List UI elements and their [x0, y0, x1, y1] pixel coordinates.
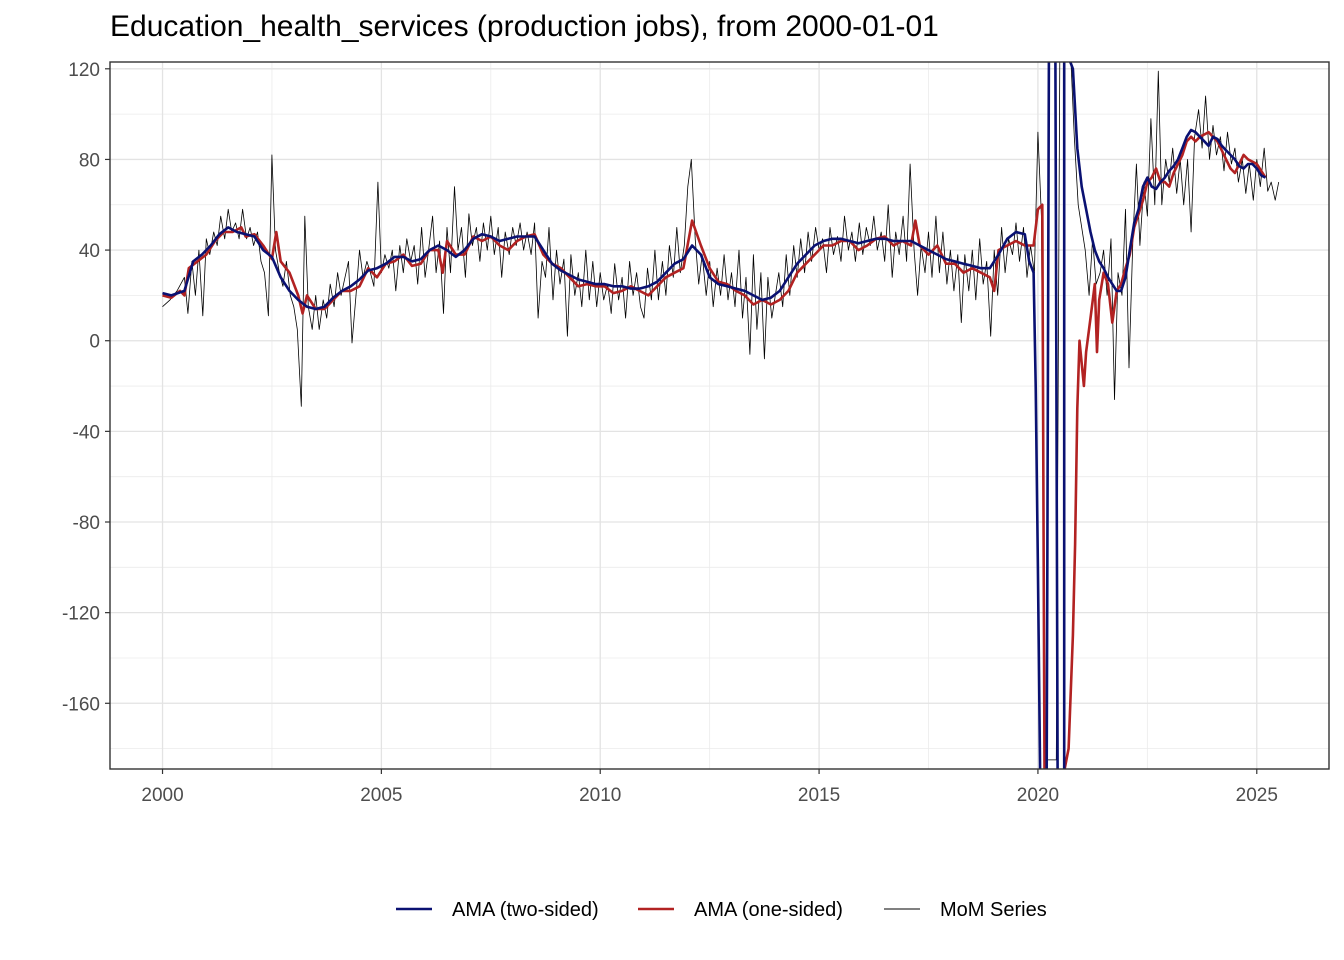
series-line-ama-two-sided	[162, 62, 1267, 769]
chart-title: Education_health_services (production jo…	[110, 10, 939, 43]
y-tick-label: 120	[68, 60, 100, 81]
plot-border	[109, 61, 1330, 770]
x-tick-label: 2020	[1017, 785, 1059, 806]
y-tick-label: -120	[62, 604, 100, 625]
x-tick-label: 2005	[360, 785, 402, 806]
legend: AMA (two-sided) AMA (one-sided) MoM Series	[396, 899, 1047, 921]
plot-panel	[110, 62, 1329, 769]
x-axis: 2000 2005 2010 2015 2020 2025	[141, 769, 1278, 806]
series-layer	[162, 62, 1280, 769]
legend-label: AMA (two-sided)	[452, 899, 599, 921]
x-tick-label: 2025	[1236, 785, 1278, 806]
grid-minor	[110, 62, 1329, 769]
y-tick-label: 0	[89, 332, 100, 353]
y-tick-label: -160	[62, 694, 100, 715]
legend-item: AMA (one-sided)	[638, 899, 843, 921]
legend-item: AMA (two-sided)	[396, 899, 599, 921]
legend-label: MoM Series	[940, 899, 1047, 921]
x-tick-label: 2015	[798, 785, 840, 806]
legend-item: MoM Series	[884, 899, 1047, 921]
y-axis: 120 80 40 0 -40 -80 -120 -160	[62, 60, 110, 715]
legend-label: AMA (one-sided)	[694, 899, 843, 921]
y-tick-label: 80	[79, 150, 100, 171]
y-tick-label: 40	[79, 241, 100, 262]
x-tick-label: 2000	[141, 785, 183, 806]
y-tick-label: -40	[73, 422, 100, 443]
y-tick-label: -80	[73, 513, 100, 534]
x-tick-label: 2010	[579, 785, 621, 806]
